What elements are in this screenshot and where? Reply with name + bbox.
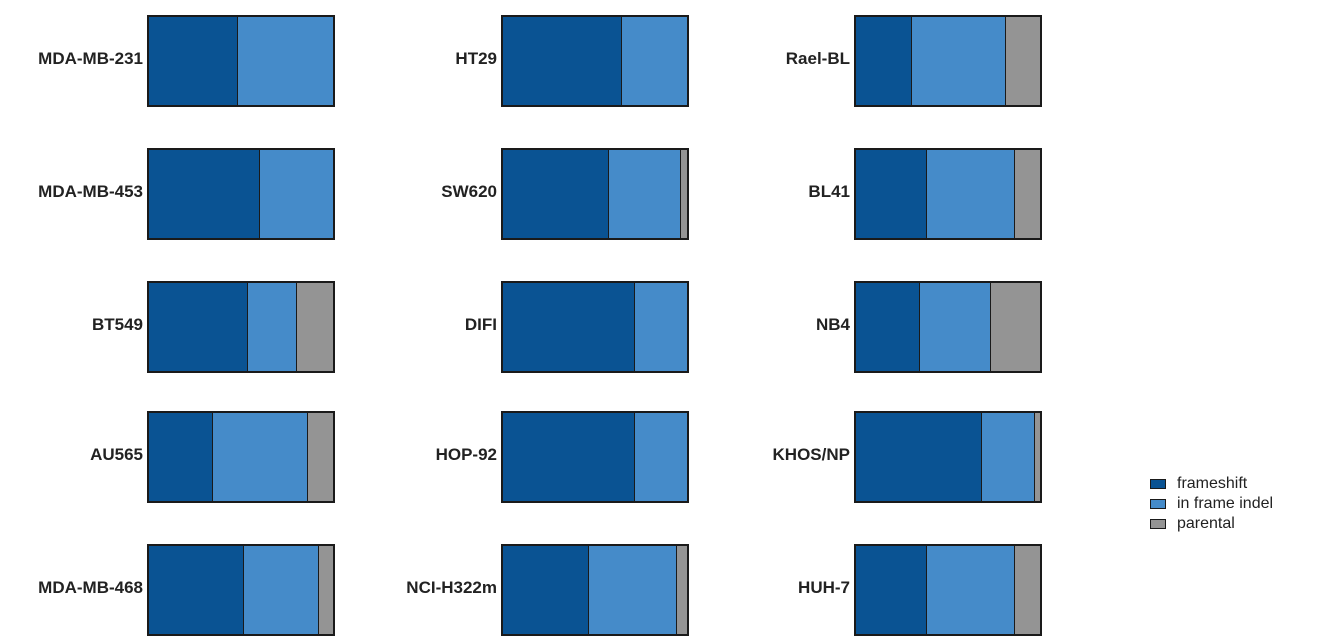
bar-segment-frameshift (856, 283, 920, 371)
bar-segment-in-frame-indel (587, 546, 677, 634)
stacked-bar (147, 148, 335, 240)
legend-item: parental (1150, 514, 1273, 534)
bar-segment-in-frame-indel (620, 17, 687, 105)
stacked-bar (147, 15, 335, 107)
panel-label: NB4 (815, 315, 850, 334)
panel-label: DIFI (464, 315, 497, 334)
bar-segment-frameshift (856, 150, 927, 238)
bar-segment-parental (679, 150, 687, 238)
legend-label: frameshift (1177, 475, 1248, 492)
bar-segment-parental (318, 546, 333, 634)
bar-segment-in-frame-indel (633, 283, 687, 371)
bar-segment-in-frame-indel (259, 150, 333, 238)
panel-label: MDA-MB-453 (38, 182, 143, 201)
panel-label: BL41 (808, 182, 850, 201)
bar-segment-in-frame-indel (925, 546, 1015, 634)
panel-label: MDA-MB-231 (38, 49, 143, 68)
bar-segment-frameshift (856, 17, 912, 105)
panel-label: HUH-7 (798, 578, 850, 597)
panel-label: MDA-MB-468 (38, 578, 143, 597)
stacked-bar (147, 411, 335, 503)
stacked-bar (501, 544, 689, 636)
bar-segment-frameshift (503, 546, 589, 634)
stacked-bar (501, 15, 689, 107)
bar-segment-frameshift (856, 546, 927, 634)
stacked-bar (854, 544, 1042, 636)
bar-segment-parental (1005, 17, 1040, 105)
legend-swatch (1150, 519, 1166, 529)
bar-segment-frameshift (503, 17, 622, 105)
stacked-bar (501, 148, 689, 240)
bar-segment-frameshift (149, 150, 260, 238)
panel-label: Rael-BL (785, 49, 850, 68)
bar-segment-in-frame-indel (242, 546, 319, 634)
bar-segment-in-frame-indel (633, 413, 687, 501)
bar-segment-frameshift (149, 17, 238, 105)
bar-segment-parental (307, 413, 333, 501)
legend-swatch (1150, 479, 1166, 489)
bar-segment-frameshift (503, 150, 609, 238)
stacked-bar (854, 281, 1042, 373)
bar-segment-parental (1014, 546, 1040, 634)
stacked-bar (147, 281, 335, 373)
legend-item: in frame indel (1150, 494, 1273, 514)
bar-segment-parental (1034, 413, 1040, 501)
panel-label: KHOS/NP (772, 445, 850, 464)
bar-segment-in-frame-indel (211, 413, 308, 501)
bar-segment-in-frame-indel (911, 17, 1006, 105)
stacked-bar (854, 15, 1042, 107)
legend-swatch (1150, 499, 1166, 509)
bar-segment-in-frame-indel (981, 413, 1035, 501)
bar-segment-parental (296, 283, 333, 371)
bar-segment-in-frame-indel (237, 17, 333, 105)
stacked-bar (501, 281, 689, 373)
panel-label: HT29 (455, 49, 497, 68)
bar-segment-parental (1014, 150, 1040, 238)
legend-label: parental (1177, 515, 1235, 532)
bar-segment-in-frame-indel (925, 150, 1015, 238)
legend-item: frameshift (1150, 474, 1273, 494)
bar-segment-parental (990, 283, 1040, 371)
panel-label: HOP-92 (435, 445, 497, 464)
bar-segment-frameshift (503, 413, 635, 501)
bar-segment-in-frame-indel (246, 283, 297, 371)
panel-label: BT549 (91, 315, 143, 334)
stacked-bar (501, 411, 689, 503)
chart-legend: frameshift in frame indel parental (1150, 474, 1273, 534)
bar-segment-in-frame-indel (918, 283, 991, 371)
bar-segment-parental (675, 546, 687, 634)
bar-segment-frameshift (149, 413, 213, 501)
panel-label: SW620 (441, 182, 497, 201)
bar-segment-in-frame-indel (607, 150, 681, 238)
legend-label: in frame indel (1177, 495, 1274, 512)
bar-segment-frameshift (856, 413, 982, 501)
panel-label: NCI-H322m (406, 578, 497, 597)
panel-label: AU565 (90, 445, 143, 464)
stacked-bar (854, 148, 1042, 240)
stacked-bar (147, 544, 335, 636)
bar-segment-frameshift (149, 546, 244, 634)
stacked-bar (854, 411, 1042, 503)
bar-segment-frameshift (503, 283, 635, 371)
bar-segment-frameshift (149, 283, 248, 371)
